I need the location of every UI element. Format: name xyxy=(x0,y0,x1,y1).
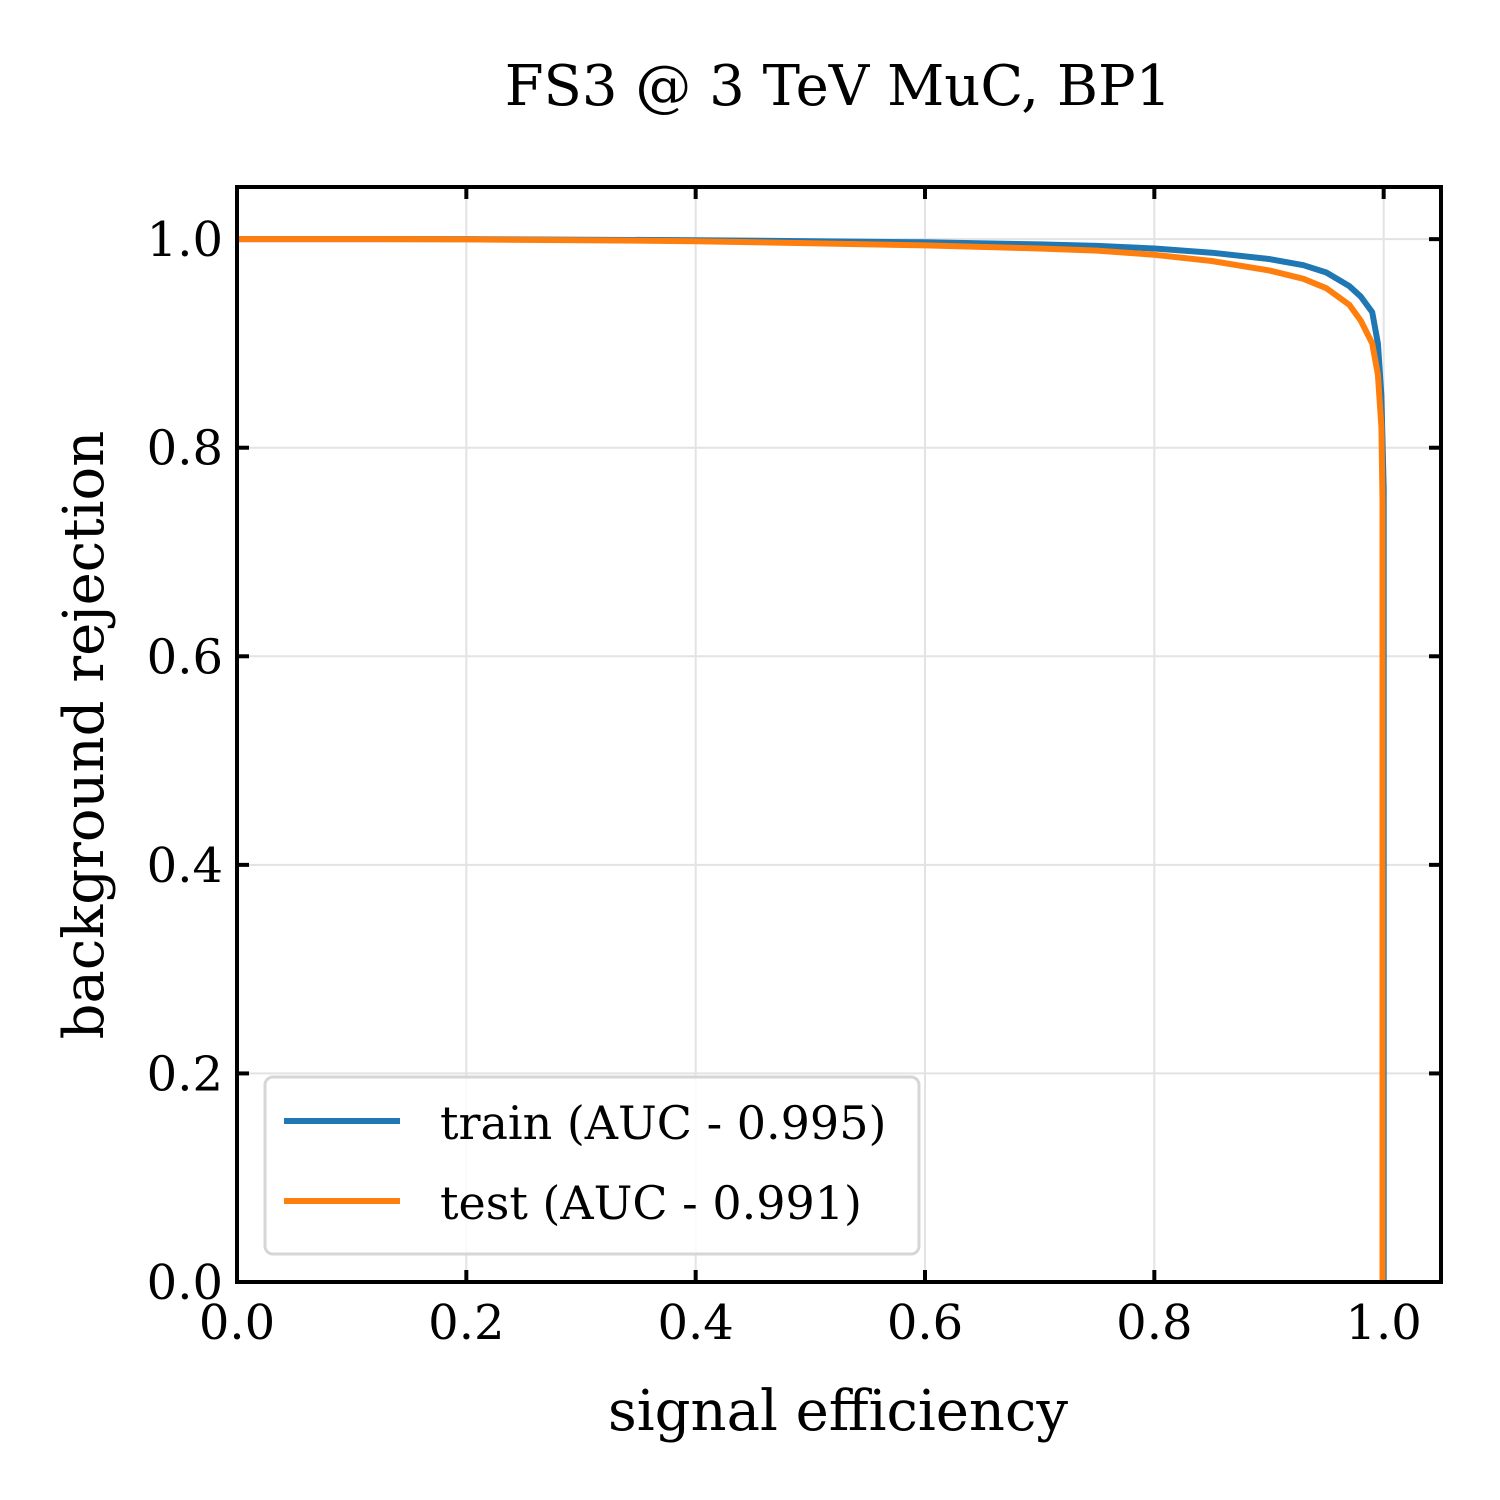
series-line-test xyxy=(237,236,1386,1282)
x-tick-label: 0.4 xyxy=(657,1295,733,1351)
y-tick-label: 0.0 xyxy=(147,1255,223,1311)
legend-label-train: train (AUC - 0.995) xyxy=(440,1096,886,1150)
legend-box xyxy=(263,1075,921,1256)
legend: train (AUC - 0.995) test (AUC - 0.991) xyxy=(263,1075,921,1256)
series-lines xyxy=(237,236,1387,1282)
chart-title: FS3 @ 3 TeV MuC, BP1 xyxy=(505,54,1172,119)
x-tick-label: 0.0 xyxy=(199,1295,275,1351)
plot-frame xyxy=(235,185,1443,1284)
axis-ticks: 0.0 0.2 0.4 0.6 0.8 1.0 0.0 0.2 0.4 0.6 0.8 1.0 xyxy=(147,187,1441,1351)
x-tick-label: 0.8 xyxy=(1116,1295,1192,1351)
x-tick-label: 0.2 xyxy=(428,1295,504,1351)
y-tick-label: 0.8 xyxy=(147,421,223,477)
x-tick-label: 1.0 xyxy=(1345,1295,1421,1351)
y-tick-label: 0.4 xyxy=(147,838,223,894)
y-axis-label: background rejection xyxy=(52,431,117,1040)
y-tick-label: 0.2 xyxy=(147,1046,223,1102)
x-axis-label: signal efficiency xyxy=(608,1379,1068,1444)
y-tick-label: 0.6 xyxy=(147,629,223,685)
y-tick-label: 1.0 xyxy=(147,212,223,268)
legend-label-test: test (AUC - 0.991) xyxy=(440,1176,862,1230)
x-tick-label: 0.6 xyxy=(887,1295,963,1351)
grid-lines xyxy=(236,187,1441,1283)
